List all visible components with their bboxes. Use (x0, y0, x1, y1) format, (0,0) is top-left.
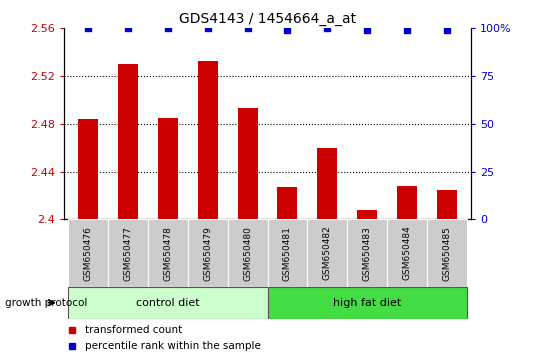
Bar (357, 210, 377, 219)
Text: high fat diet: high fat diet (333, 298, 401, 308)
Bar (108, 219, 148, 287)
Bar (68, 219, 108, 287)
Bar (118, 64, 138, 219)
Bar (308, 219, 347, 287)
Bar (158, 118, 178, 219)
Text: percentile rank within the sample: percentile rank within the sample (85, 341, 261, 351)
Bar (198, 61, 218, 219)
Bar (427, 219, 467, 287)
Text: growth protocol: growth protocol (5, 298, 88, 308)
Text: GSM650478: GSM650478 (163, 225, 172, 281)
Bar (227, 219, 268, 287)
Bar (268, 287, 467, 319)
Bar (347, 219, 387, 287)
Text: GSM650483: GSM650483 (363, 225, 372, 281)
Text: GSM650481: GSM650481 (283, 225, 292, 281)
Text: GSM650476: GSM650476 (83, 225, 93, 281)
Bar (387, 219, 427, 287)
Bar (68, 287, 268, 319)
Bar (437, 190, 457, 219)
Bar (188, 219, 227, 287)
Text: transformed count: transformed count (85, 325, 182, 335)
Bar (78, 119, 98, 219)
Bar (278, 187, 297, 219)
Bar (238, 108, 257, 219)
Bar (268, 219, 308, 287)
Text: GSM650484: GSM650484 (402, 226, 411, 280)
Bar (397, 186, 417, 219)
Bar (317, 148, 337, 219)
Text: GSM650480: GSM650480 (243, 225, 252, 281)
Text: GSM650482: GSM650482 (323, 226, 332, 280)
Text: GSM650479: GSM650479 (203, 225, 212, 281)
Text: GSM650485: GSM650485 (442, 225, 452, 281)
Bar (148, 219, 188, 287)
Title: GDS4143 / 1454664_a_at: GDS4143 / 1454664_a_at (179, 12, 356, 26)
Text: control diet: control diet (136, 298, 200, 308)
Text: GSM650477: GSM650477 (124, 225, 133, 281)
